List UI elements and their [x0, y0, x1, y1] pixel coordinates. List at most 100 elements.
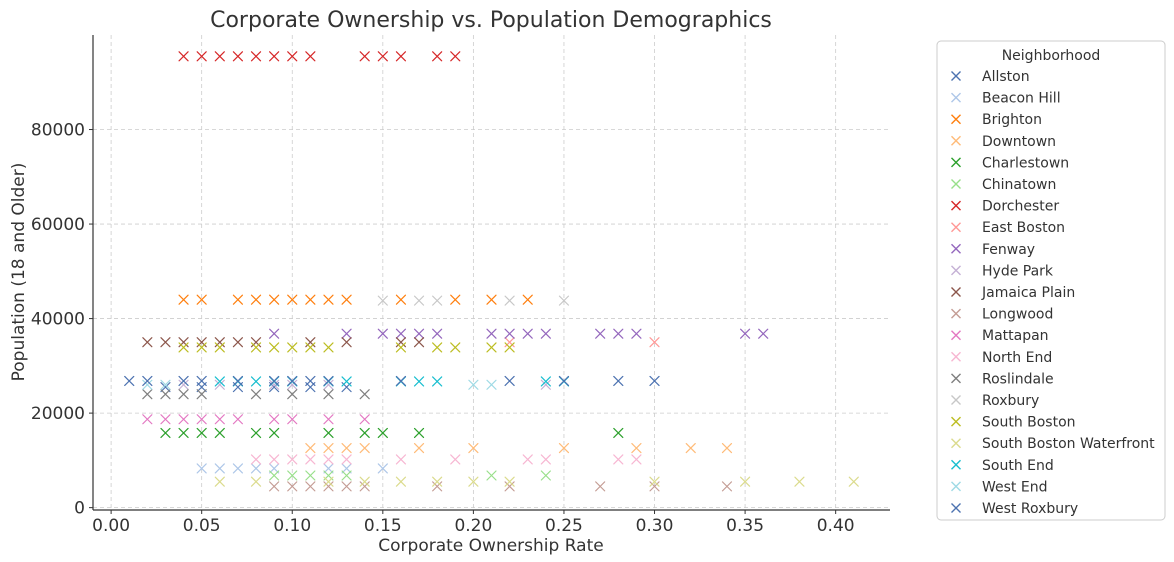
data-point: [504, 342, 515, 353]
data-point: [739, 476, 751, 487]
data-point: [413, 295, 425, 306]
series-brighton: [178, 294, 533, 305]
data-point: [305, 337, 316, 348]
data-point: [359, 481, 370, 492]
data-point: [631, 454, 642, 465]
data-point: [214, 379, 225, 390]
y-tick-label: 60000: [31, 215, 85, 235]
data-point: [359, 389, 370, 400]
data-point: [413, 328, 425, 339]
data-point: [395, 454, 407, 465]
data-point: [359, 476, 370, 487]
data-point: [214, 427, 225, 439]
data-point: [341, 454, 352, 465]
x-tick-label: 0.40: [817, 516, 855, 536]
data-point: [486, 379, 497, 390]
data-point: [269, 294, 280, 305]
data-point: [341, 376, 352, 387]
data-point: [178, 294, 189, 305]
data-point: [142, 414, 153, 425]
legend-label: Roslindale: [982, 371, 1054, 387]
y-tick-label: 80000: [31, 121, 85, 141]
data-point: [522, 328, 533, 339]
data-point: [341, 470, 352, 481]
data-point: [214, 342, 225, 353]
data-point: [540, 328, 551, 339]
y-ticks: 0 20000 40000 60000 80000: [31, 121, 93, 519]
data-point: [214, 337, 225, 348]
data-point: [178, 375, 189, 387]
legend-items: Allston Beacon Hill Brighton Downtown Charle…: [951, 69, 1155, 517]
legend-marker: [951, 503, 961, 513]
series-south-end: [214, 376, 570, 387]
data-points: [124, 51, 859, 492]
data-point: [287, 470, 298, 481]
series-downtown: [305, 442, 733, 454]
data-point: [269, 414, 280, 425]
data-point: [287, 481, 298, 492]
legend-title: Neighborhood: [1002, 48, 1101, 64]
data-point: [341, 463, 352, 474]
data-point: [540, 470, 551, 481]
data-point: [305, 294, 316, 305]
data-point: [377, 427, 388, 439]
legend-label: Mattapan: [982, 328, 1049, 344]
data-point: [721, 481, 733, 492]
data-point: [395, 51, 407, 62]
data-point: [124, 375, 135, 387]
data-point: [305, 470, 316, 481]
legend-label: Chinatown: [982, 177, 1056, 193]
data-point: [214, 476, 225, 487]
data-point: [486, 294, 497, 305]
data-point: [178, 337, 189, 348]
data-point: [269, 51, 280, 62]
data-point: [142, 389, 153, 400]
legend: Neighborhood Allston Beacon Hill Brighton D…: [936, 40, 1166, 521]
legend-marker: [951, 135, 961, 146]
data-point: [232, 51, 244, 62]
data-point: [558, 295, 570, 306]
data-point: [341, 337, 352, 348]
data-point: [395, 337, 407, 348]
data-point: [287, 389, 298, 400]
data-point: [504, 375, 515, 387]
data-point: [558, 375, 570, 387]
data-point: [250, 427, 262, 439]
y-tick-label: 0: [74, 499, 85, 519]
data-point: [395, 476, 407, 487]
data-point: [631, 442, 642, 454]
data-point: [323, 476, 334, 487]
legend-label: Longwood: [982, 307, 1053, 323]
data-point: [432, 342, 443, 353]
data-point: [269, 379, 280, 390]
legend-marker: [951, 157, 961, 168]
data-point: [341, 481, 352, 492]
grid: [93, 35, 890, 510]
x-axis-title: Corporate Ownership Rate: [378, 536, 603, 556]
data-point: [214, 463, 225, 474]
legend-marker: [951, 438, 961, 449]
data-point: [649, 375, 660, 387]
legend-label: Fenway: [982, 242, 1035, 258]
data-point: [613, 375, 624, 387]
data-point: [305, 454, 316, 465]
data-point: [395, 375, 407, 387]
data-point: [468, 476, 479, 487]
data-point: [504, 476, 515, 487]
data-point: [250, 389, 262, 400]
data-point: [377, 51, 388, 62]
data-point: [232, 463, 244, 474]
legend-marker: [951, 265, 961, 276]
data-point: [305, 442, 316, 454]
data-point: [649, 481, 660, 492]
data-point: [377, 463, 388, 474]
x-tick-label: 0.05: [183, 516, 221, 536]
data-point: [160, 427, 171, 439]
data-point: [432, 376, 443, 387]
data-point: [595, 481, 606, 492]
data-point: [323, 481, 334, 492]
data-point: [432, 481, 443, 492]
data-point: [305, 481, 316, 492]
data-point: [142, 337, 153, 348]
